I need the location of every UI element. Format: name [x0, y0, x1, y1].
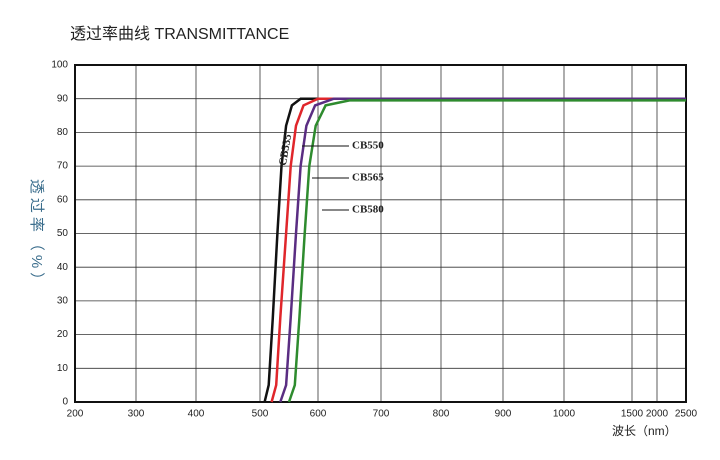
y-tick-label: 60 — [57, 194, 69, 205]
y-tick-label: 30 — [57, 296, 69, 307]
chart-title: 透过率曲线 TRANSMITTANCE — [70, 25, 289, 43]
y-tick-label: 70 — [57, 161, 69, 172]
x-tick-label: 1500 — [621, 409, 644, 420]
x-tick-label: 1000 — [553, 409, 576, 420]
x-tick-label: 600 — [310, 409, 327, 420]
x-tick-label: 2000 — [646, 409, 669, 420]
x-axis-label: 波长（nm） — [612, 424, 677, 438]
series-line — [279, 97, 686, 403]
y-tick-label: 90 — [57, 93, 69, 104]
series-label: CB580 — [352, 204, 384, 216]
y-tick-label: 80 — [57, 127, 69, 138]
x-tick-label: 2500 — [675, 409, 698, 420]
series-line — [263, 97, 686, 403]
y-axis-label: 透过率（%） — [28, 179, 45, 291]
y-tick-label: 0 — [62, 397, 68, 408]
y-tick-label: 50 — [57, 228, 69, 239]
series-label: CB565 — [352, 172, 384, 184]
x-tick-label: 800 — [433, 409, 450, 420]
y-tick-label: 40 — [57, 262, 69, 273]
series-label: CB535 — [277, 133, 294, 167]
x-tick-label: 200 — [67, 409, 84, 420]
y-tick-label: 100 — [51, 60, 68, 71]
y-tick-label: 10 — [57, 363, 69, 374]
x-tick-label: 500 — [252, 409, 269, 420]
series-line — [287, 99, 686, 403]
x-tick-label: 900 — [495, 409, 512, 420]
series-label: CB550 — [352, 140, 384, 152]
x-tick-label: 400 — [188, 409, 205, 420]
x-tick-label: 700 — [373, 409, 390, 420]
y-tick-label: 20 — [57, 329, 69, 340]
series-line — [270, 97, 686, 403]
plot-frame — [74, 64, 687, 403]
x-tick-label: 300 — [128, 409, 145, 420]
